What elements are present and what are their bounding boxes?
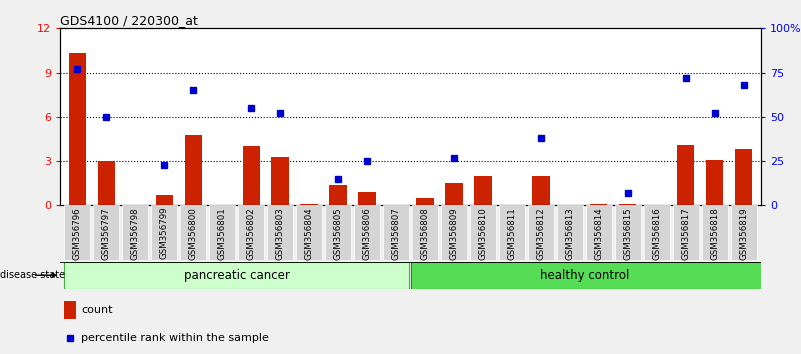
Bar: [445, 183, 463, 205]
Text: GSM356801: GSM356801: [218, 207, 227, 260]
Bar: [735, 149, 752, 205]
Text: GSM356802: GSM356802: [247, 207, 256, 260]
Bar: [69, 53, 87, 205]
Text: pancreatic cancer: pancreatic cancer: [183, 269, 290, 282]
Text: GDS4100 / 220300_at: GDS4100 / 220300_at: [60, 14, 198, 27]
Bar: [300, 204, 318, 205]
Bar: [417, 198, 433, 205]
Text: GSM356810: GSM356810: [478, 207, 488, 260]
Bar: [329, 185, 347, 205]
Text: GSM356808: GSM356808: [421, 207, 429, 260]
Bar: [63, 262, 409, 289]
Text: percentile rank within the sample: percentile rank within the sample: [81, 333, 269, 343]
Bar: [532, 176, 549, 205]
Bar: [499, 205, 525, 260]
Bar: [706, 160, 723, 205]
Bar: [474, 176, 492, 205]
Bar: [383, 205, 409, 260]
Text: GSM356800: GSM356800: [189, 207, 198, 260]
Text: GSM356807: GSM356807: [392, 207, 400, 260]
Text: GSM356796: GSM356796: [73, 207, 82, 259]
Bar: [180, 205, 207, 260]
Bar: [268, 205, 293, 260]
Bar: [410, 262, 763, 289]
Bar: [358, 192, 376, 205]
Bar: [151, 205, 177, 260]
Text: disease state: disease state: [0, 270, 65, 280]
Text: GSM356797: GSM356797: [102, 207, 111, 259]
Bar: [325, 205, 351, 260]
Text: GSM356798: GSM356798: [131, 207, 140, 259]
Text: GSM356805: GSM356805: [333, 207, 343, 260]
Bar: [155, 195, 173, 205]
Bar: [470, 205, 496, 260]
Text: GSM356818: GSM356818: [710, 207, 719, 260]
Bar: [296, 205, 322, 260]
Text: GSM356803: GSM356803: [276, 207, 284, 260]
Bar: [184, 135, 202, 205]
Bar: [209, 205, 235, 260]
Bar: [354, 205, 380, 260]
Bar: [557, 205, 583, 260]
Bar: [590, 204, 607, 205]
Bar: [528, 205, 553, 260]
Bar: [238, 205, 264, 260]
Bar: [441, 205, 467, 260]
Text: GSM356816: GSM356816: [652, 207, 661, 260]
Bar: [614, 205, 641, 260]
Bar: [98, 161, 115, 205]
Bar: [673, 205, 698, 260]
Bar: [731, 205, 757, 260]
Text: GSM356811: GSM356811: [507, 207, 517, 260]
Bar: [702, 205, 727, 260]
Bar: [644, 205, 670, 260]
Bar: [94, 205, 119, 260]
Text: GSM356809: GSM356809: [449, 207, 458, 259]
Bar: [677, 145, 694, 205]
Text: healthy control: healthy control: [540, 269, 629, 282]
Bar: [619, 204, 637, 205]
Text: GSM356806: GSM356806: [363, 207, 372, 260]
Text: GSM356812: GSM356812: [537, 207, 545, 260]
Text: GSM356819: GSM356819: [739, 207, 748, 259]
Text: count: count: [81, 305, 113, 315]
Bar: [243, 146, 260, 205]
Bar: [272, 156, 289, 205]
Bar: [412, 205, 438, 260]
Bar: [63, 301, 76, 319]
Bar: [64, 205, 91, 260]
Bar: [586, 205, 612, 260]
Text: GSM356814: GSM356814: [594, 207, 603, 260]
Text: GSM356813: GSM356813: [566, 207, 574, 260]
Text: GSM356817: GSM356817: [681, 207, 690, 260]
Text: GSM356815: GSM356815: [623, 207, 632, 260]
Bar: [123, 205, 148, 260]
Text: GSM356804: GSM356804: [304, 207, 314, 260]
Text: GSM356799: GSM356799: [160, 207, 169, 259]
